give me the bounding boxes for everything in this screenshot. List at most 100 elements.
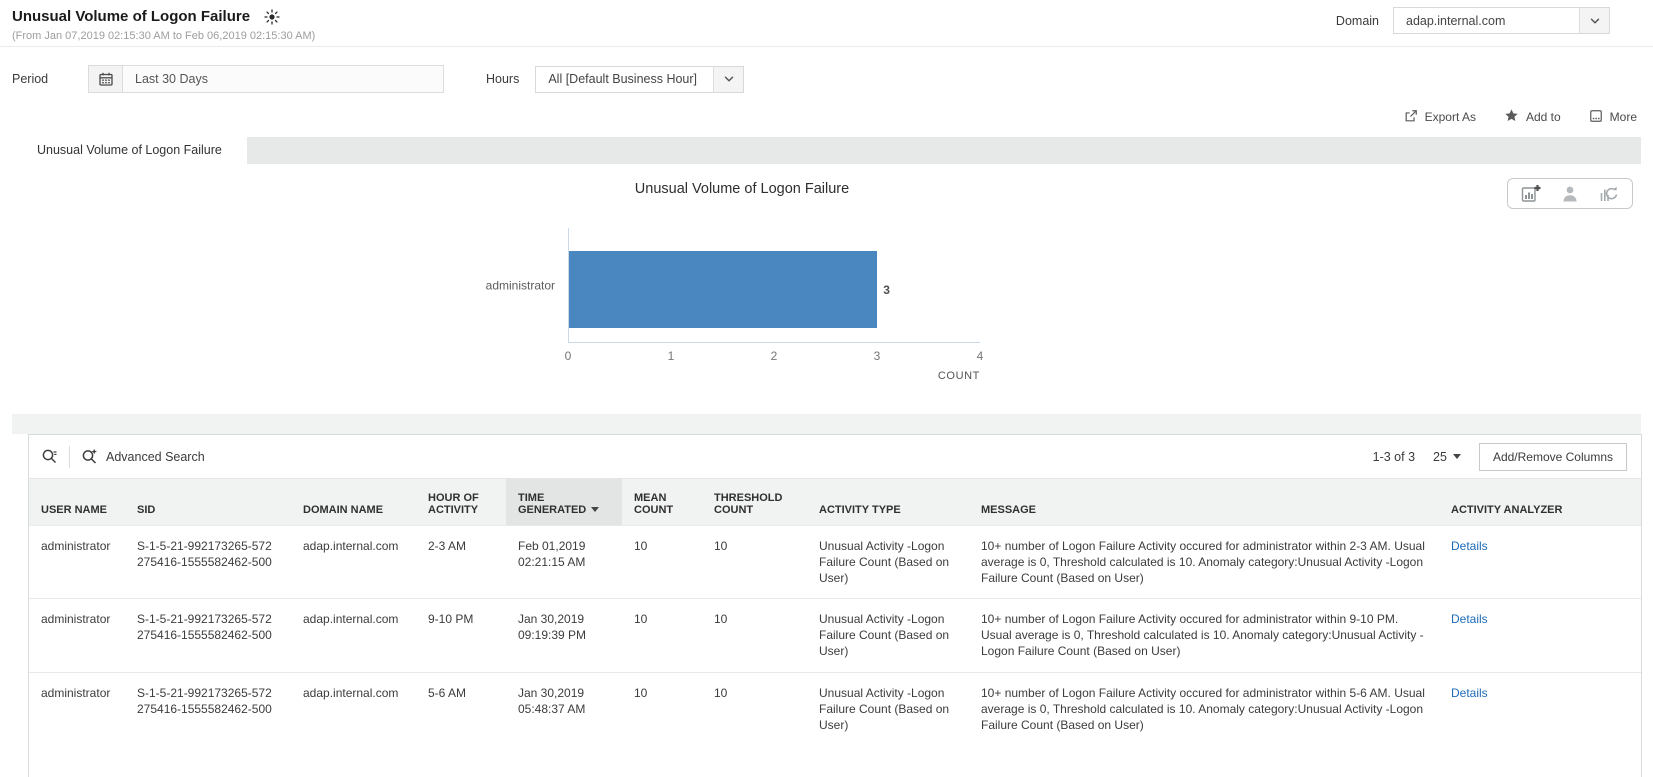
advanced-search-icon: [81, 448, 98, 465]
cell-hour-of-activity: 2-3 AM: [416, 524, 506, 599]
x-tick: 3: [873, 349, 881, 363]
page-title: Unusual Volume of Logon Failure: [12, 8, 251, 25]
cell-activity-type: Unusual Activity -Logon Failure Count (B…: [807, 671, 969, 746]
cell-time-generated: Feb 01,2019 02:21:15 AM: [506, 524, 622, 599]
column-header-threshold-count[interactable]: THRESHOLD COUNT: [702, 479, 807, 525]
chart-plot-area: administrator 3: [486, 228, 980, 343]
activity-analyzer-details-link[interactable]: Details: [1451, 538, 1488, 553]
x-tick: 0: [564, 349, 572, 363]
cell-user-name: administrator: [29, 598, 125, 673]
column-header-sid[interactable]: SID: [125, 479, 291, 525]
actions-row: Export As Add to More: [0, 93, 1653, 127]
refresh-chart-icon[interactable]: [1599, 184, 1619, 203]
bar-chart: Unusual Volume of Logon Failure administ…: [12, 164, 1472, 382]
column-header-activity-analyzer[interactable]: ACTIVITY ANALYZER: [1439, 479, 1641, 525]
y-category-label: administrator: [485, 278, 555, 293]
cell-time-generated: Jan 30,2019 05:48:37 AM: [506, 671, 622, 746]
column-header-activity-type[interactable]: ACTIVITY TYPE: [807, 479, 969, 525]
toolbar-divider: [69, 445, 70, 468]
domain-value: adap.internal.com: [1406, 13, 1506, 28]
x-axis-title: COUNT: [937, 370, 980, 382]
cell-message: 10+ number of Logon Failure Activity occ…: [969, 598, 1439, 673]
chart-bar[interactable]: [569, 251, 878, 328]
bar-value-label: 3: [883, 282, 890, 297]
column-header-user-name[interactable]: USER NAME: [29, 479, 125, 525]
cell-activity-type: Unusual Activity -Logon Failure Count (B…: [807, 524, 969, 599]
hours-label: Hours: [486, 72, 520, 86]
cell-mean-count: 10: [622, 598, 702, 673]
star-icon: [1504, 108, 1519, 126]
chart-title: Unusual Volume of Logon Failure: [634, 181, 850, 197]
caret-down-icon: [1452, 454, 1461, 459]
table-row: administrator S-1-5-21-992173265-5722754…: [29, 598, 1641, 673]
period-label: Period: [12, 72, 49, 86]
add-remove-columns-button[interactable]: Add/Remove Columns: [1478, 442, 1627, 471]
cell-threshold-count: 10: [702, 671, 807, 746]
cell-domain-name: adap.internal.com: [291, 524, 416, 599]
x-axis-ticks: 0 1 2 3 4: [564, 349, 984, 365]
cell-hour-of-activity: 9-10 PM: [416, 598, 506, 673]
sort-desc-icon: [591, 506, 600, 512]
tab-unusual-volume-of-logon-failure[interactable]: Unusual Volume of Logon Failure: [12, 137, 247, 164]
top-bar: Unusual Volume of Logon Failure (From Ja…: [0, 0, 1653, 47]
cell-sid: S-1-5-21-992173265-572275416-1555582462-…: [125, 598, 291, 673]
user-analyzer-icon[interactable]: [1560, 184, 1580, 203]
chart-panel: Unusual Volume of Logon Failure administ…: [12, 164, 1641, 414]
period-input[interactable]: [122, 65, 444, 93]
tab-bar: Unusual Volume of Logon Failure: [12, 137, 1641, 164]
cell-user-name: administrator: [29, 671, 125, 746]
cell-domain-name: adap.internal.com: [291, 671, 416, 746]
page-size-select[interactable]: 25: [1433, 450, 1461, 464]
table-panel: Advanced Search 1-3 of 3 25 Add/Remove C…: [28, 434, 1642, 777]
column-header-time-generated[interactable]: TIME GENERATED: [506, 479, 622, 525]
export-as-button[interactable]: Export As: [1404, 109, 1476, 126]
cell-hour-of-activity: 5-6 AM: [416, 671, 506, 746]
more-button[interactable]: More: [1589, 109, 1637, 126]
cell-message: 10+ number of Logon Failure Activity occ…: [969, 671, 1439, 746]
table-toolbar: Advanced Search 1-3 of 3 25 Add/Remove C…: [29, 435, 1641, 479]
more-icon: [1589, 109, 1603, 126]
cell-sid: S-1-5-21-992173265-572275416-1555582462-…: [125, 671, 291, 746]
cell-activity-type: Unusual Activity -Logon Failure Count (B…: [807, 598, 969, 673]
report-date-range: (From Jan 07,2019 02:15:30 AM to Feb 06,…: [12, 30, 316, 42]
cell-mean-count: 10: [622, 671, 702, 746]
add-chart-icon[interactable]: [1521, 184, 1541, 203]
cell-mean-count: 10: [622, 524, 702, 599]
chart-toolbar: [1507, 178, 1633, 209]
column-header-message[interactable]: MESSAGE: [969, 479, 1439, 525]
column-header-mean-count[interactable]: MEAN COUNT: [622, 479, 702, 525]
advanced-search-button[interactable]: Advanced Search: [81, 448, 205, 465]
calendar-icon[interactable]: [88, 65, 122, 93]
chevron-down-icon: [1579, 8, 1609, 33]
table-header-row: USER NAME SID DOMAIN NAME HOUR OF ACTIVI…: [29, 479, 1641, 525]
x-tick: 2: [770, 349, 778, 363]
hours-select[interactable]: All [Default Business Hour]: [535, 65, 745, 93]
export-icon: [1404, 109, 1418, 126]
x-tick: 1: [667, 349, 675, 363]
column-header-domain-name[interactable]: DOMAIN NAME: [291, 479, 416, 525]
cell-threshold-count: 10: [702, 524, 807, 599]
add-to-button[interactable]: Add to: [1504, 108, 1561, 126]
advanced-search-label: Advanced Search: [106, 449, 205, 464]
search-filter-icon[interactable]: [41, 448, 58, 465]
cell-threshold-count: 10: [702, 598, 807, 673]
filters-row: Period Hours All [Default Business Hour]: [0, 47, 1653, 93]
activity-analyzer-details-link[interactable]: Details: [1451, 685, 1488, 700]
cell-time-generated: Jan 30,2019 09:19:39 PM: [506, 598, 622, 673]
cell-user-name: administrator: [29, 524, 125, 599]
pagination-status: 1-3 of 3: [1372, 449, 1416, 464]
chevron-down-icon: [713, 66, 744, 92]
x-tick: 4: [976, 349, 984, 363]
activity-analyzer-details-link[interactable]: Details: [1451, 612, 1488, 627]
hours-value: All [Default Business Hour]: [548, 72, 698, 86]
domain-select[interactable]: adap.internal.com: [1393, 7, 1610, 34]
insight-bulb-icon[interactable]: [264, 8, 280, 25]
cell-sid: S-1-5-21-992173265-572275416-1555582462-…: [125, 524, 291, 599]
column-header-hour-of-activity[interactable]: HOUR OF ACTIVITY: [416, 479, 506, 525]
domain-label: Domain: [1335, 13, 1379, 28]
results-table: USER NAME SID DOMAIN NAME HOUR OF ACTIVI…: [29, 479, 1641, 746]
table-row: administrator S-1-5-21-992173265-5722754…: [29, 671, 1641, 746]
cell-message: 10+ number of Logon Failure Activity occ…: [969, 524, 1439, 599]
cell-domain-name: adap.internal.com: [291, 598, 416, 673]
panel-divider: [12, 414, 1641, 434]
